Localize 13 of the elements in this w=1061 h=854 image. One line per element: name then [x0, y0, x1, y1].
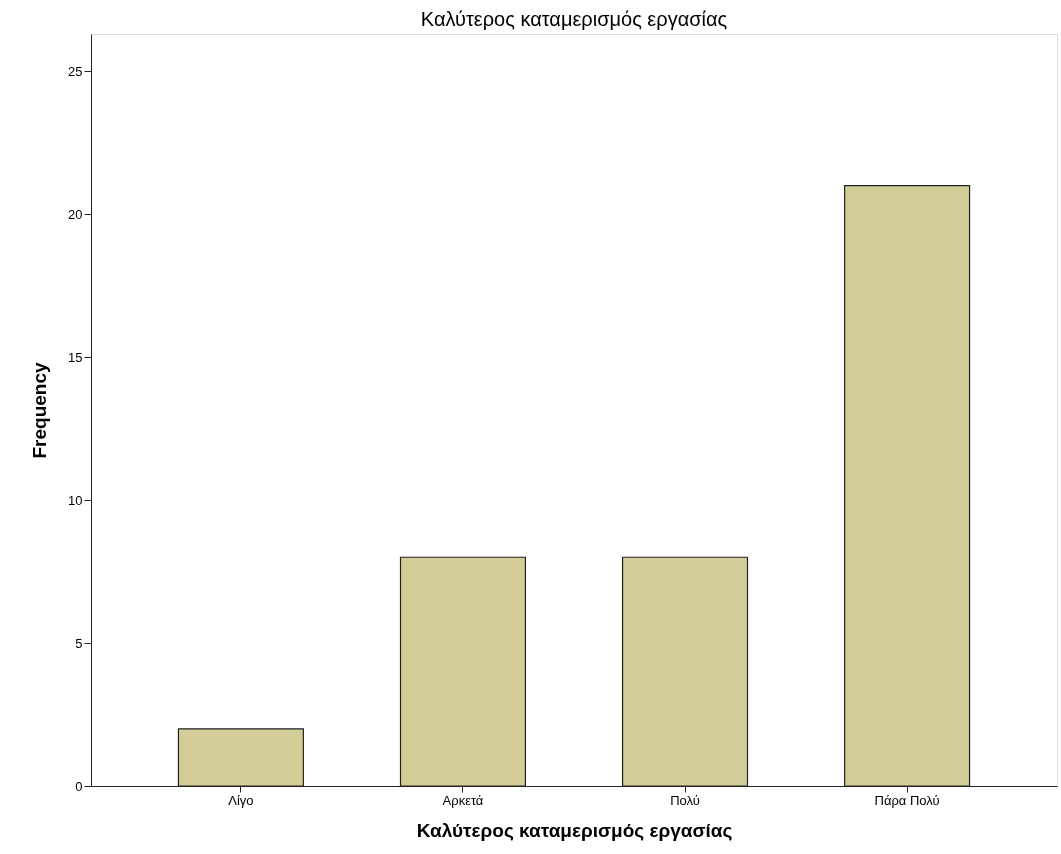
- x-tick-label: Λίγο: [228, 792, 254, 808]
- y-tick-label: 15: [68, 349, 83, 365]
- y-tick-label: 5: [75, 635, 83, 651]
- x-axis-title: Καλύτερος καταμερισμός εργασίας: [416, 819, 733, 841]
- y-tick-label: 0: [75, 778, 83, 794]
- x-tick-label: Πολύ: [670, 792, 700, 808]
- y-axis-title: Frequency: [29, 362, 51, 459]
- x-tick-label: Πάρα Πολύ: [874, 792, 940, 808]
- x-tick-label: Αρκετά: [442, 792, 484, 808]
- y-tick-label: 25: [68, 63, 83, 79]
- chart-title: Καλύτερος καταμερισμός εργασίας: [420, 8, 728, 30]
- y-tick-label: 20: [68, 206, 83, 222]
- y-tick-label: 10: [68, 492, 83, 508]
